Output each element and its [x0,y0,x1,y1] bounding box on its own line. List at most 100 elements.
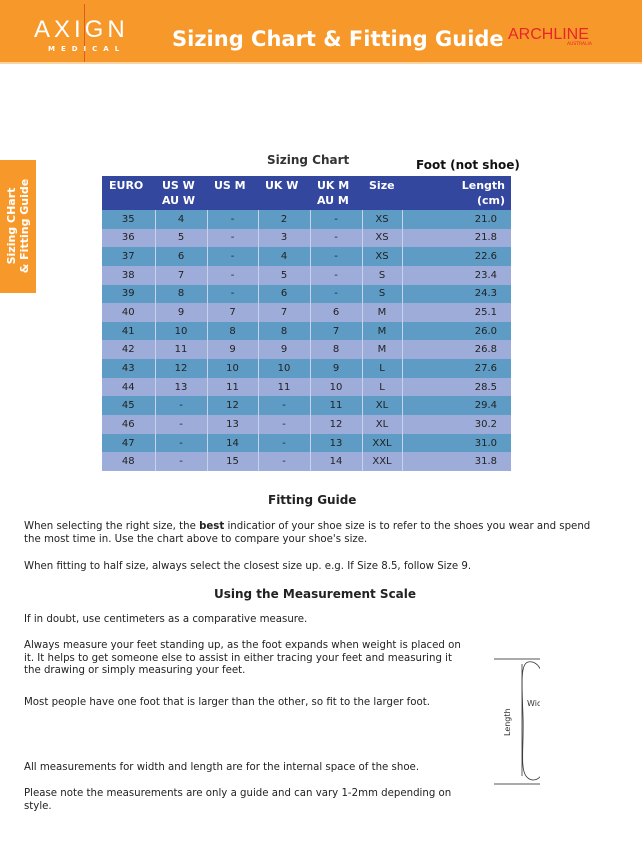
table-cell: 23.4 [402,265,511,285]
side-tab-line1: Sizing CHart [5,187,18,265]
bold-text: best [199,521,225,532]
table-cell: 8 [310,340,363,360]
column-header: UK M AU M [310,176,362,210]
table-row: 36 5-3- XS 21.8 [102,228,511,248]
table-cell: 40 [102,303,156,322]
table-cell: 29.4 [402,396,511,416]
foot-note: Foot (not shoe) [416,158,520,172]
table-cell: - [310,265,363,285]
table-cell: 14 [207,433,259,453]
table-cell: - [207,247,259,266]
table-cell: 10 [155,321,208,341]
table-cell: 30.2 [402,415,511,434]
length-label: Length [503,708,512,736]
table-cell: 5 [258,265,311,285]
table-cell: - [258,433,311,453]
table-cell: M [362,340,403,360]
table-cell: 11 [310,396,363,416]
table-cell: 21.0 [402,210,511,229]
table-cell: XS [362,247,403,266]
table-cell: 28.5 [402,377,511,397]
column-header: UK W [258,176,310,210]
table-cell: 6 [258,284,311,304]
archline-logo-sub: AUSTRALIA [567,42,592,47]
table-cell: XL [362,396,403,416]
table-row: 41 10 8 8 7 M 26.0 [102,321,511,341]
table-cell: 14 [310,452,363,471]
table-cell: 7 [258,303,311,322]
table-cell: 15 [207,452,259,471]
table-cell: 46 [102,415,156,434]
table-row: 48-15-14 XXL 31.8 [102,452,511,471]
table-cell: 27.6 [402,359,511,378]
table-cell: 8 [258,321,311,341]
table-cell: XS [362,210,403,229]
header-banner: AXIGN MEDICAL Sizing Chart & Fitting Gui… [0,0,642,64]
table-row: 45-12-11 XL 29.4 [102,396,511,416]
table-cell: M [362,303,403,322]
table-cell: - [310,228,363,248]
column-header: Length (cm) [402,176,511,210]
table-cell: - [207,210,259,229]
side-tab-line2: & Fitting Guide [18,178,31,274]
table-cell: 13 [207,415,259,434]
table-cell: 10 [207,359,259,378]
table-cell: 36 [102,228,156,248]
table-cell: 38 [102,265,156,285]
table-cell: - [207,265,259,285]
measure-paragraph-4: All measurements for width and length ar… [24,762,420,773]
table-cell: 11 [258,377,311,397]
foot-diagram: Width Length [494,658,540,785]
archline-logo: ARCHLINE [508,26,589,43]
table-cell: XL [362,415,403,434]
table-cell: 7 [155,265,208,285]
table-cell: S [362,284,403,304]
column-header-text: US M [214,179,246,192]
table-row: 37 6-4- XS 22.6 [102,247,511,266]
table-cell: - [310,247,363,266]
table-cell: XS [362,228,403,248]
table-cell: 11 [155,340,208,360]
measure-paragraph-5: Please note the measurements are only a … [24,788,452,812]
table-cell: 9 [207,340,259,360]
table-cell: 31.8 [402,452,511,471]
table-cell: 26.8 [402,340,511,360]
table-cell: - [310,210,363,229]
fitting-guide-title: Fitting Guide [268,493,357,507]
page-title: Sizing Chart & Fitting Guide [172,27,504,51]
table-cell: - [207,284,259,304]
table-cell: 13 [155,377,208,397]
sizing-chart-title: Sizing Chart [267,153,350,167]
table-cell: 41 [102,321,156,341]
table-cell: 11 [207,377,259,397]
column-header-text: Size [369,179,395,192]
table-row: 46-13-12 XL 30.2 [102,415,511,434]
table-cell: 25.1 [402,303,511,322]
column-header: EURO [102,176,155,210]
table-cell: 6 [155,247,208,266]
table-cell: 12 [207,396,259,416]
table-row: 44 13 11 11 10 L 28.5 [102,377,511,397]
column-header-text: (cm) [476,194,505,207]
table-cell: 44 [102,377,156,397]
table-cell: 31.0 [402,433,511,453]
table-cell: 45 [102,396,156,416]
table-row: 40 9 7 7 6 M 25.1 [102,303,511,322]
side-tab: Sizing CHart & Fitting Guide [0,160,36,293]
table-cell: 24.3 [402,284,511,304]
column-header-text: AU W [162,194,196,207]
table-cell: 12 [155,359,208,378]
table-cell: - [258,452,311,471]
column-header-text: UK W [265,179,299,192]
width-label: Width [527,699,540,708]
table-row: 38 7-5- S 23.4 [102,265,511,285]
table-cell: 26.0 [402,321,511,341]
table-row: 39 8-6- S 24.3 [102,284,511,304]
fitting-paragraph-2: When fitting to half size, always select… [24,561,472,572]
table-row: 43 12 10 10 9 L 27.6 [102,359,511,378]
table-cell: 9 [258,340,311,360]
table-row: 35 4-2- XS 21.0 [102,210,511,229]
measure-paragraph-3: Most people have one foot that is larger… [24,697,430,708]
column-header: US M [207,176,258,210]
table-cell: 10 [310,377,363,397]
